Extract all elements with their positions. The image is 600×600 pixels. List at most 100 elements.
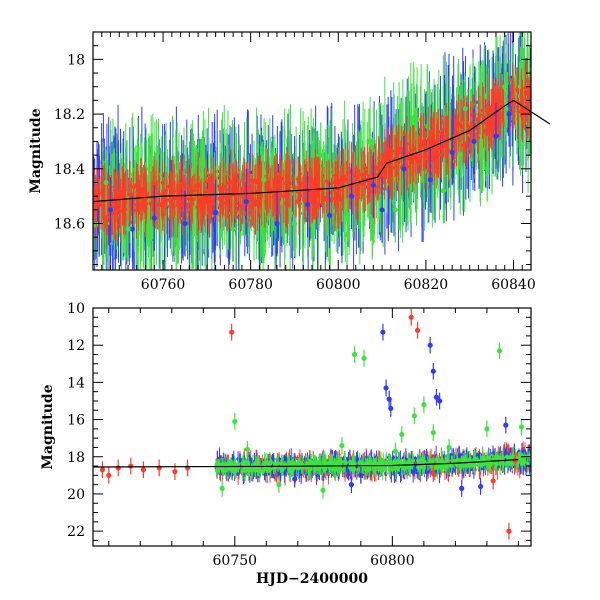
data-point: [344, 231, 350, 238]
data-point: [506, 111, 512, 117]
data-point: [316, 185, 320, 189]
data-point: [348, 193, 355, 199]
data-point: [360, 182, 364, 187]
data-point: [379, 207, 385, 213]
data-point: [356, 182, 360, 187]
data-point: [94, 188, 99, 193]
data-point: [186, 196, 191, 201]
top-panel-series-1: [107, 81, 512, 262]
data-point: [436, 130, 441, 134]
data-point: [335, 193, 341, 199]
data-point: [481, 115, 486, 120]
data-point: [449, 149, 455, 155]
data-point: [359, 173, 364, 177]
data-point: [432, 138, 438, 145]
data-point: [250, 180, 255, 184]
data-point: [410, 155, 416, 161]
data-point: [173, 237, 179, 243]
data-point: [147, 166, 153, 172]
data-point: [314, 189, 318, 194]
data-point: [345, 170, 350, 175]
data-point: [255, 203, 260, 208]
data-point: [466, 124, 470, 128]
data-point: [427, 177, 433, 183]
data-point: [497, 103, 503, 109]
data-point: [138, 188, 144, 194]
data-point: [502, 84, 508, 90]
data-point: [274, 220, 280, 227]
data-point: [230, 226, 236, 232]
data-point: [259, 183, 263, 188]
data-point: [165, 198, 169, 203]
data-point: [309, 188, 315, 194]
data-point: [233, 194, 237, 199]
data-point: [268, 186, 273, 191]
x-tick-label: 60840: [491, 277, 536, 293]
top-panel-series-2: [103, 53, 508, 270]
data-point: [489, 109, 494, 113]
data-point: [366, 138, 372, 145]
top-panel-data: [93, 32, 531, 270]
data-point: [385, 182, 389, 187]
data-point: [505, 107, 509, 111]
x-tick-label: 60760: [141, 277, 186, 293]
data-point: [414, 116, 420, 123]
data-point: [377, 161, 382, 165]
data-point: [440, 188, 446, 194]
data-point: [493, 133, 499, 139]
data-point: [484, 93, 489, 98]
data-point: [338, 197, 343, 202]
data-point: [178, 199, 183, 204]
data-point: [373, 166, 378, 170]
data-point: [221, 194, 226, 199]
data-point: [463, 139, 467, 144]
y-tick-label: 18.2: [54, 107, 85, 123]
data-point: [291, 220, 298, 227]
data-point: [283, 190, 289, 197]
x-tick-label: 60820: [404, 277, 449, 293]
data-point: [353, 173, 358, 178]
data-point: [478, 113, 482, 118]
data-point: [486, 124, 491, 128]
data-point: [224, 187, 228, 192]
data-point: [129, 226, 136, 232]
data-point: [441, 144, 446, 148]
data-point: [486, 103, 490, 108]
data-point: [183, 182, 187, 186]
data-point: [305, 201, 311, 207]
top-panel-trend-line: [93, 99, 514, 203]
y-tick-label: 18.6: [54, 216, 85, 232]
x-tick-label: 60800: [316, 277, 361, 293]
data-point: [157, 192, 161, 197]
data-point: [408, 160, 413, 165]
data-point: [422, 154, 426, 159]
data-point: [130, 172, 134, 177]
data-point: [437, 152, 441, 157]
data-point: [188, 189, 193, 194]
data-point: [206, 201, 211, 206]
data-point: [390, 165, 395, 170]
data-point: [383, 169, 388, 174]
data-point: [273, 181, 277, 185]
data-point: [294, 199, 298, 203]
top-panel: 60760 60780 60800 60820 608401818.218.418.6 …: [28, 31, 551, 293]
y-tick-label: 18.4: [54, 162, 85, 178]
data-point: [484, 166, 490, 172]
data-point: [125, 226, 131, 232]
data-point: [515, 117, 519, 121]
data-point: [209, 202, 214, 206]
data-point: [101, 190, 105, 195]
data-point: [202, 195, 207, 199]
data-point: [426, 137, 431, 142]
data-point: [142, 183, 147, 188]
data-point: [107, 207, 114, 213]
data-point: [444, 127, 448, 131]
data-point: [121, 190, 125, 195]
data-point: [517, 84, 521, 89]
x-tick-label: 60780: [228, 277, 273, 293]
data-point: [520, 108, 524, 113]
data-point: [179, 185, 183, 190]
data-point: [382, 152, 387, 157]
data-point: [218, 188, 222, 192]
